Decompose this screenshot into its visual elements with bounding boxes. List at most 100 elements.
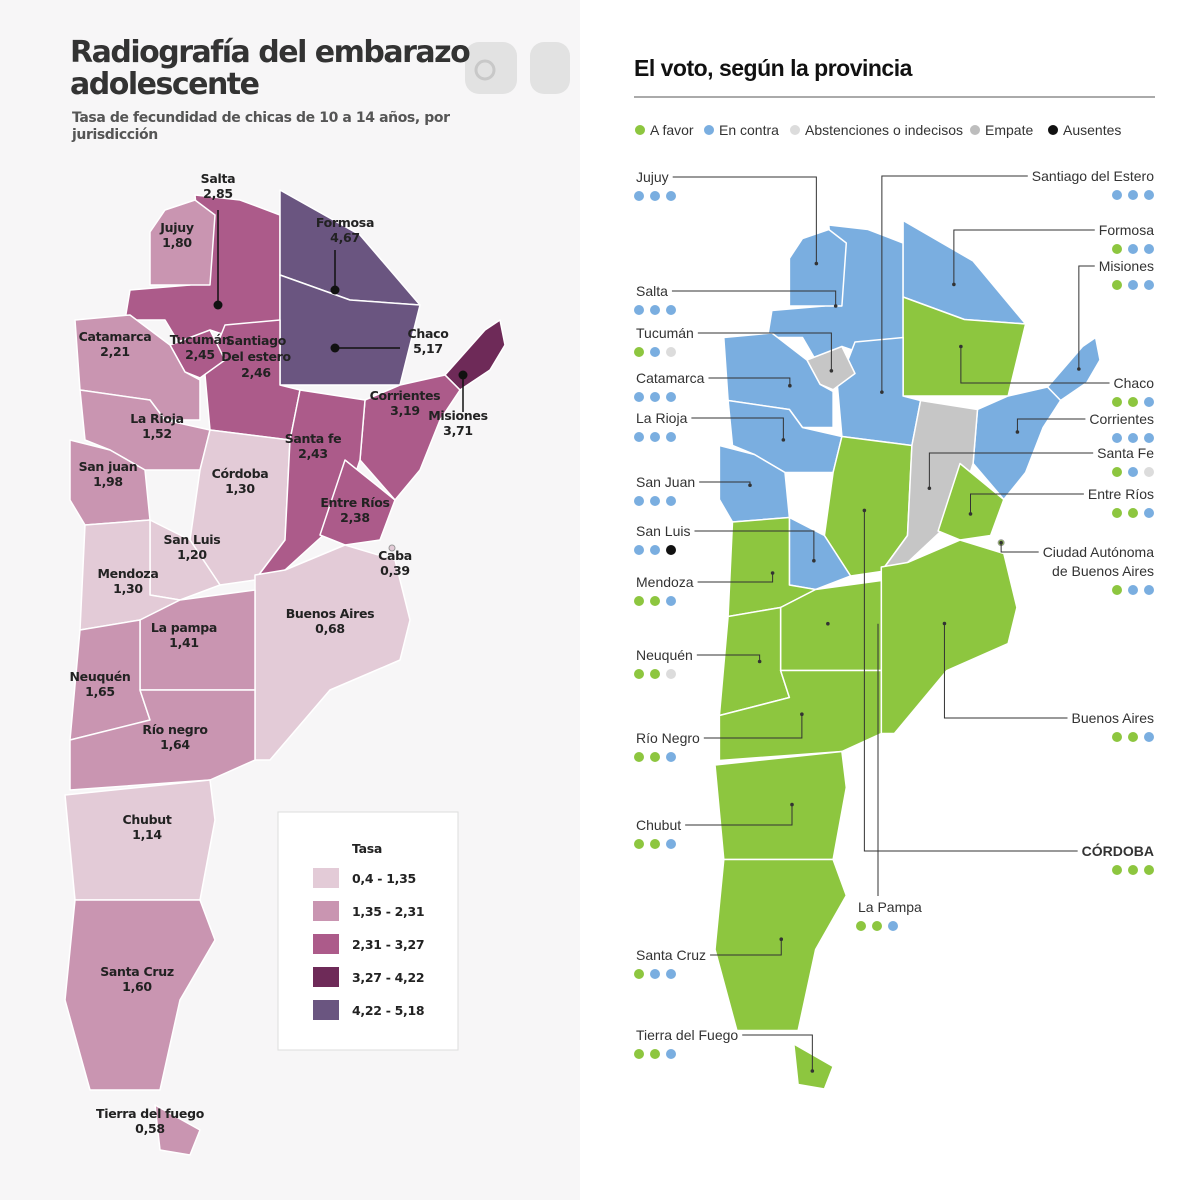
vote-dot (634, 545, 644, 555)
leader-end (1077, 367, 1081, 371)
vote-dot (1128, 865, 1138, 875)
province-name: Misiones (428, 408, 487, 423)
vote-dot (666, 496, 676, 506)
marker (213, 300, 223, 310)
leader-end (999, 540, 1003, 545)
right-labels: Jujuy Santiago del Estero Formosa Misiones S… (634, 168, 1154, 1073)
province-shape (714, 858, 848, 1032)
province-value: 2,43 (298, 446, 328, 461)
left-labels: Salta2,85Jujuy1,80Formosa4,67Catamarca2,… (70, 171, 489, 1136)
province-name: Formosa (1099, 222, 1154, 238)
leader-line (694, 530, 815, 561)
vote-dot (1128, 190, 1138, 200)
vote-dot (1144, 467, 1154, 477)
province-name: Tucumán (636, 325, 694, 341)
leader-line (697, 573, 774, 583)
province-name: Mendoza (98, 566, 159, 581)
province-name: Jujuy (636, 169, 669, 185)
province-name: Río negro (142, 722, 208, 737)
vote-dot (666, 545, 676, 555)
legend-label: Ausentes (1063, 122, 1121, 138)
vote-dot (650, 496, 660, 506)
vote-dot (666, 347, 676, 357)
province-name: Santa Cruz (636, 947, 706, 963)
legend-swatch (313, 901, 339, 921)
vote-dot (1128, 244, 1138, 254)
left-title: Radiografía del embarazo (70, 35, 470, 70)
leader-end (748, 483, 752, 488)
leader-end (1015, 430, 1020, 434)
province-value: 5,17 (413, 341, 443, 356)
leader-line (960, 346, 1110, 384)
legend-label: Abstenciones o indecisos (805, 122, 963, 138)
province-value: 1,64 (160, 737, 190, 752)
province-name: Santa fe (285, 431, 342, 446)
province-shape (880, 539, 1018, 735)
leader-line (671, 290, 837, 306)
province-shape (793, 1043, 834, 1090)
marker (330, 285, 340, 295)
province-value: 3,71 (443, 423, 473, 438)
vote-dot (1144, 865, 1154, 875)
left-subtitle: jurisdicción (71, 127, 158, 143)
legend-box (277, 811, 459, 1051)
caba-shape (388, 544, 396, 552)
leader-end (927, 486, 932, 491)
leader-end (829, 369, 834, 373)
province-name: Santiago (226, 333, 287, 348)
province-name: Santa Fe (1097, 445, 1154, 461)
vote-dot (634, 432, 644, 442)
vote-dot (634, 496, 644, 506)
province-value: 1,41 (169, 635, 199, 650)
vote-dot (1128, 467, 1138, 477)
marker (330, 343, 340, 353)
province-value: 0,39 (380, 563, 410, 578)
vote-dot (634, 596, 644, 606)
placeholder-icon (465, 42, 517, 94)
leader-line (881, 175, 1028, 393)
province-name: Santiago del Estero (1032, 168, 1154, 184)
province-value: 1,98 (93, 474, 123, 489)
province-shape (718, 606, 791, 717)
vote-dot (634, 669, 644, 679)
leader-line (697, 332, 832, 371)
legend-swatch (313, 1000, 339, 1020)
province-value: 1,80 (162, 235, 192, 250)
vote-dot (856, 921, 866, 931)
legend-dot (1048, 125, 1058, 135)
legend-label: 0,4 - 1,35 (352, 871, 416, 886)
province-name: Río Negro (636, 730, 700, 746)
vote-dot (872, 921, 882, 931)
vote-dot (1112, 732, 1122, 742)
province-name: Del estero (221, 349, 291, 364)
province-shape (154, 1104, 201, 1156)
province-name: San Luis (636, 523, 690, 539)
left-subtitle: Tasa de fecundidad de chicas de 10 a 14 … (72, 110, 450, 126)
leader-line (696, 654, 761, 662)
province-name: Salta (201, 171, 236, 186)
province-name: San juan (79, 459, 138, 474)
leader-end (942, 621, 947, 626)
leader-line (1016, 418, 1086, 432)
vote-dot (1144, 190, 1154, 200)
province-value: 1,52 (142, 426, 172, 441)
legend-label: 1,35 - 2,31 (352, 904, 424, 919)
vote-dot (1128, 732, 1138, 742)
vote-dot (650, 596, 660, 606)
vote-dot (1112, 467, 1122, 477)
province-name: Tucumán (170, 332, 231, 347)
leader-end (812, 558, 816, 563)
vote-dot (666, 305, 676, 315)
province-name: La Rioja (130, 411, 184, 426)
leader-line (691, 417, 784, 440)
right-map (714, 219, 1101, 1090)
province-name: Jujuy (159, 220, 194, 235)
leader-end (800, 712, 804, 717)
leader-line (672, 176, 817, 264)
leader-line (708, 377, 791, 386)
province-name: Entre Ríos (1088, 486, 1154, 502)
legend-label: En contra (719, 122, 779, 138)
province-name: Salta (636, 283, 668, 299)
leader-line (685, 804, 793, 826)
